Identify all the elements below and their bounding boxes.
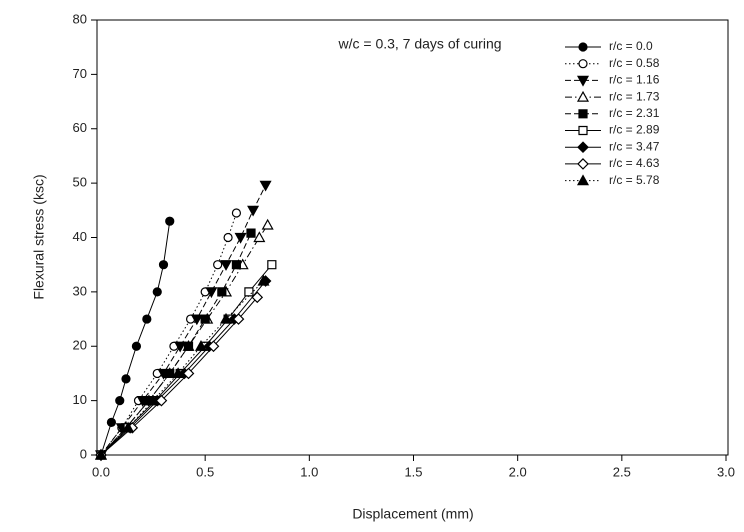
legend-label: r/c = 4.63 (609, 156, 660, 170)
data-point (214, 261, 222, 269)
legend-marker (579, 127, 587, 135)
data-point (201, 315, 209, 323)
y-tick-label: 60 (73, 120, 87, 135)
y-tick-label: 40 (73, 229, 87, 244)
data-point (166, 217, 174, 225)
legend-label: r/c = 2.31 (609, 106, 660, 120)
y-tick-label: 20 (73, 338, 87, 353)
data-point (116, 397, 124, 405)
data-point (232, 261, 240, 269)
legend-label: r/c = 2.89 (609, 123, 660, 137)
legend-label: r/c = 0.58 (609, 56, 660, 70)
data-point (143, 315, 151, 323)
chart: w/c = 0.3, 7 days of curing Displacement… (0, 0, 744, 532)
x-tick-label: 0.5 (196, 464, 214, 479)
data-point (107, 418, 115, 426)
x-tick-label: 1.0 (300, 464, 318, 479)
y-axis-label: Flexural stress (ksc) (31, 174, 47, 299)
legend-label: r/c = 0.0 (609, 39, 653, 53)
y-tick-label: 50 (73, 175, 87, 190)
legend-marker (579, 43, 587, 51)
y-tick-label: 80 (73, 11, 87, 26)
data-point (122, 375, 130, 383)
legend-label: r/c = 1.16 (609, 73, 660, 87)
annotation: w/c = 0.3, 7 days of curing (337, 36, 501, 52)
data-point (185, 342, 193, 350)
data-point (166, 369, 174, 377)
data-point (247, 229, 255, 237)
data-point (218, 288, 226, 296)
legend-marker (579, 60, 587, 68)
x-tick-label: 2.5 (613, 464, 631, 479)
x-tick-label: 2.0 (509, 464, 527, 479)
legend-marker (579, 110, 587, 118)
data-point (268, 261, 276, 269)
data-point (160, 261, 168, 269)
legend-label: r/c = 5.78 (609, 173, 660, 187)
legend-label: r/c = 1.73 (609, 89, 660, 103)
data-point (224, 234, 232, 242)
y-tick-label: 0 (80, 446, 87, 461)
legend-label: r/c = 3.47 (609, 139, 660, 153)
x-axis-label: Displacement (mm) (352, 506, 473, 522)
data-point (245, 288, 253, 296)
x-tick-label: 0.0 (92, 464, 110, 479)
y-tick-label: 10 (73, 392, 87, 407)
data-point (153, 288, 161, 296)
x-tick-label: 3.0 (717, 464, 735, 479)
y-tick-label: 30 (73, 283, 87, 298)
data-point (232, 209, 240, 217)
y-tick-label: 70 (73, 66, 87, 81)
data-point (132, 342, 140, 350)
x-tick-label: 1.5 (404, 464, 422, 479)
